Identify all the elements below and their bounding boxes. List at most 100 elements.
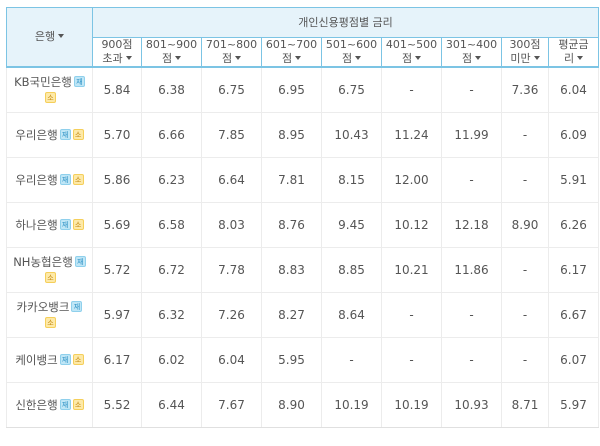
column-header-average-rate[interactable]: 평균금 리: [547, 37, 600, 68]
sort-caret-icon: [355, 56, 362, 60]
group-header-label: 개인신용평점별 금리: [298, 15, 393, 29]
info-badge-icon[interactable]: 소: [45, 317, 56, 328]
rate-cell: 5.97: [92, 292, 142, 338]
rate-cell: 10.93: [441, 382, 502, 428]
table-row: 하나은행 재 소 5.69 6.58 8.03 8.76 9.45 10.12 12…: [6, 202, 600, 248]
rate-cell: 6.58: [141, 202, 202, 248]
average-rate-cell: 5.97: [547, 382, 600, 428]
column-header-line1: 601~700: [265, 38, 318, 51]
rate-cell: 5.84: [92, 66, 142, 113]
info-badge-icon[interactable]: 소: [72, 354, 84, 365]
rate-cell: 7.85: [201, 112, 262, 158]
column-header-801-900[interactable]: 801~900 점: [141, 37, 202, 68]
rate-cell: 5.70: [92, 112, 142, 158]
rate-cell: 5.95: [261, 337, 322, 383]
rate-cell: -: [321, 337, 382, 383]
rate-cell: -: [381, 337, 442, 383]
bank-name: NH농협은행: [13, 255, 73, 269]
info-badge-icon[interactable]: 소: [45, 92, 56, 103]
rate-cell: 10.43: [321, 112, 382, 158]
column-header-line2: 미만: [510, 52, 531, 65]
column-header-under-300[interactable]: 300점 미만: [501, 37, 549, 68]
bank-name: 케이뱅크: [15, 353, 58, 367]
rate-cell: 8.95: [261, 112, 322, 158]
column-header-301-400[interactable]: 301~400 점: [441, 37, 502, 68]
column-header-line2: 점: [281, 52, 293, 65]
column-header-line2: 초과: [102, 52, 123, 65]
rate-cell: 6.32: [141, 292, 202, 338]
refinance-badge-icon[interactable]: 재: [59, 219, 71, 230]
sort-caret-icon: [475, 56, 482, 60]
column-header-line2: 리: [563, 52, 575, 65]
column-header-line2: 점: [161, 52, 173, 65]
bank-name: KB국민은행: [14, 75, 72, 89]
sort-caret-icon: [125, 56, 132, 60]
bank-column-header[interactable]: 은행: [6, 7, 93, 68]
rate-cell: 10.12: [381, 202, 442, 248]
table-row: KB국민은행 재 소 5.84 6.38 6.75 6.95 6.75 - - 7.…: [6, 66, 600, 113]
info-badge-icon[interactable]: 소: [72, 129, 84, 140]
bank-name-cell: 하나은행 재 소: [6, 202, 93, 248]
bank-name: 우리은행: [15, 173, 58, 187]
rate-cell: 6.75: [321, 66, 382, 113]
rate-cell: 8.27: [261, 292, 322, 338]
credit-score-group-header: 개인신용평점별 금리: [91, 7, 600, 38]
rate-cell: 8.76: [261, 202, 322, 248]
table-row: 우리은행 재 소 5.70 6.66 7.85 8.95 10.43 11.24 1…: [6, 112, 600, 158]
column-header-line2: 점: [401, 52, 413, 65]
rate-cell: 5.69: [92, 202, 142, 248]
refinance-badge-icon[interactable]: 재: [59, 399, 71, 410]
rate-cell: 6.02: [141, 337, 202, 383]
rate-cell: 10.21: [381, 247, 442, 293]
bank-name-cell: 케이뱅크 재 소: [6, 337, 93, 383]
column-header-701-800[interactable]: 701~800 점: [201, 37, 262, 68]
column-header-401-500[interactable]: 401~500 점: [381, 37, 442, 68]
rate-cell: 5.52: [92, 382, 142, 428]
sort-caret-icon: [235, 56, 242, 60]
bank-name: 하나은행: [15, 218, 58, 232]
rate-table-container: 은행 개인신용평점별 금리 900점 초과 801~900 점 701~800 점 6…: [6, 7, 600, 428]
column-header-line1: 401~500: [385, 38, 438, 51]
rate-cell: 6.44: [141, 382, 202, 428]
rate-cell: -: [441, 157, 502, 203]
rate-cell: 12.00: [381, 157, 442, 203]
info-badge-icon[interactable]: 소: [72, 399, 84, 410]
rate-cell: -: [381, 66, 442, 113]
rate-cell: 7.81: [261, 157, 322, 203]
average-rate-cell: 6.17: [547, 247, 600, 293]
table-row: 우리은행 재 소 5.86 6.23 6.64 7.81 8.15 12.00 - …: [6, 157, 600, 203]
refinance-badge-icon[interactable]: 재: [59, 174, 71, 185]
refinance-badge-icon[interactable]: 재: [73, 76, 85, 87]
column-header-over-900[interactable]: 900점 초과: [92, 37, 142, 68]
column-header-601-700[interactable]: 601~700 점: [261, 37, 322, 68]
rate-cell: 11.99: [441, 112, 502, 158]
column-header-line1: 300점: [509, 38, 541, 51]
refinance-badge-icon[interactable]: 재: [59, 129, 71, 140]
column-header-501-600[interactable]: 501~600 점: [321, 37, 382, 68]
average-rate-cell: 6.09: [547, 112, 600, 158]
rate-cell: -: [501, 157, 549, 203]
rate-cell: 8.90: [501, 202, 549, 248]
rate-cell: 5.72: [92, 247, 142, 293]
column-header-line1: 301~400: [445, 38, 498, 51]
rate-cell: 6.75: [201, 66, 262, 113]
table-row: 카카오뱅크 재 소 5.97 6.32 7.26 8.27 8.64 - - - 6…: [6, 292, 600, 338]
average-rate-cell: 6.04: [547, 66, 600, 113]
refinance-badge-icon[interactable]: 재: [59, 354, 71, 365]
info-badge-icon[interactable]: 소: [45, 272, 56, 283]
rate-cell: 8.83: [261, 247, 322, 293]
column-header-line2: 점: [461, 52, 473, 65]
info-badge-icon[interactable]: 소: [72, 219, 84, 230]
column-header-line1: 평균금: [558, 38, 589, 51]
refinance-badge-icon[interactable]: 재: [74, 256, 86, 267]
refinance-badge-icon[interactable]: 재: [71, 301, 83, 312]
rate-cell: 6.04: [201, 337, 262, 383]
rate-cell: 9.45: [321, 202, 382, 248]
sort-caret-icon: [58, 34, 65, 38]
rate-cell: -: [441, 66, 502, 113]
info-badge-icon[interactable]: 소: [72, 174, 84, 185]
bank-name-cell: 카카오뱅크 재 소: [6, 292, 93, 338]
table-row: 신한은행 재 소 5.52 6.44 7.67 8.90 10.19 10.19 1…: [6, 382, 600, 428]
